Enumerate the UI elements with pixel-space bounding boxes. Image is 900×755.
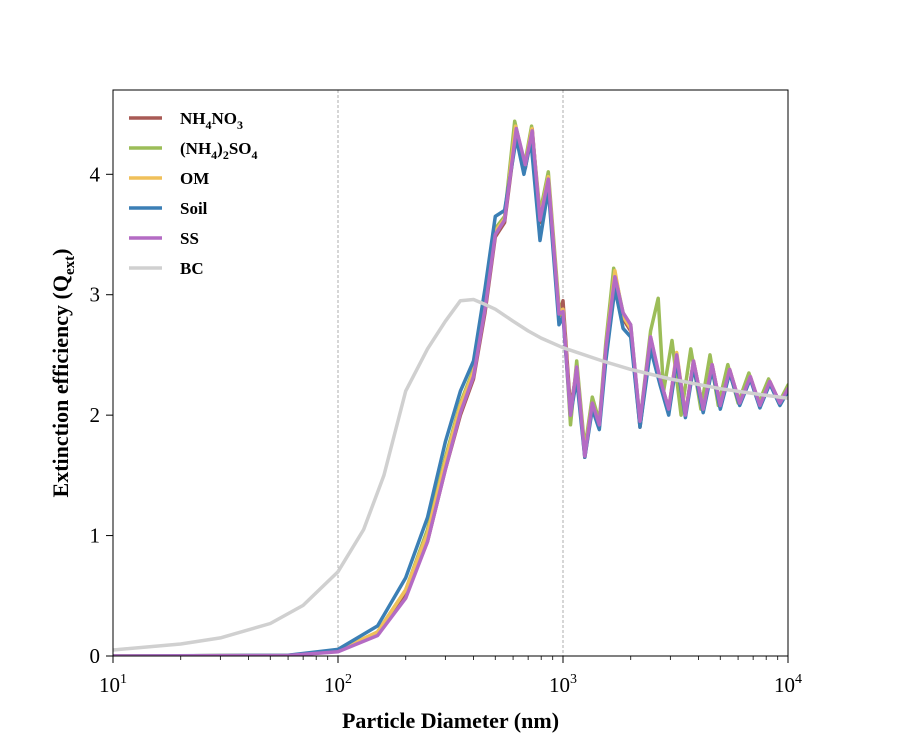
series-line [113,126,788,656]
legend-subscript: 4 [252,148,258,162]
series-line [113,124,788,656]
y-axis-title: Extinction efficiency (Qext) [48,249,78,498]
legend-text-part: NH [180,109,206,128]
reference-lines [337,90,564,656]
series-group [113,119,788,656]
y-tick-label: 1 [90,524,101,548]
y-axis-title-sub: ext [62,256,78,275]
legend-text-part: SO [229,139,252,158]
legend-label: NH4NO3 [180,109,243,132]
legend-subscript: 3 [237,118,243,132]
legend-text-part: ) [217,139,223,158]
legend-text-part: NO [212,109,238,128]
x-axis: 101 102 103 104 [99,656,802,697]
legend-text-part: Soil [180,199,208,218]
legend-label: SS [180,229,199,248]
y-tick-label: 2 [90,403,101,427]
legend-text-part: OM [180,169,209,188]
x-tick-base: 10 [774,673,795,697]
y-axis-title-main: Extinction efficiency (Q [48,275,73,497]
x-tick-exponent: 4 [795,672,802,687]
legend-text-part: SS [180,229,199,248]
series-line [113,119,788,656]
x-tick-base: 10 [99,673,120,697]
legend-subscript: 4 [211,148,217,162]
x-tick-base: 10 [324,673,345,697]
x-tick-label: 103 [549,672,577,697]
plot-frame [112,89,789,657]
x-tick-exponent: 1 [120,672,127,687]
x-tick-label: 102 [324,672,352,697]
legend-text-part: BC [180,259,204,278]
x-tick-label: 101 [99,672,127,697]
x-tick-exponent: 3 [570,672,577,687]
legend-subscript: 4 [206,118,212,132]
legend-label: OM [180,169,209,188]
x-tick-label: 104 [774,672,802,697]
legend-label: (NH4)2SO4 [180,139,258,162]
x-axis-title: Particle Diameter (nm) [342,708,559,733]
y-axis: 0 1 2 3 4 [90,162,113,668]
legend-text-part: (NH [180,139,211,158]
y-tick-label: 0 [90,644,101,668]
series-line [113,126,788,656]
x-tick-base: 10 [549,673,570,697]
legend-subscript: 2 [223,148,229,162]
legend-label: Soil [180,199,208,218]
legend-label: BC [180,259,204,278]
y-tick-label: 3 [90,283,101,307]
y-tick-label: 4 [90,162,101,186]
x-tick-exponent: 2 [345,672,352,687]
y-axis-title-end: ) [48,249,73,256]
series-line [113,297,788,652]
